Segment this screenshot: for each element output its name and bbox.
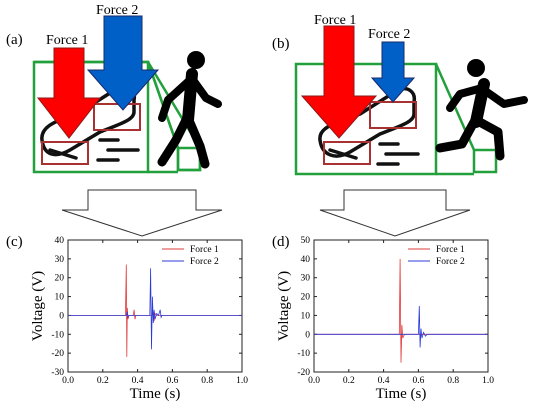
y-tick-label: 30 <box>301 274 311 284</box>
y-axis-label: Voltage (V) <box>276 271 292 341</box>
series-line-1 <box>68 264 242 357</box>
y-tick-label: 20 <box>55 274 65 284</box>
series-line-2 <box>314 305 488 348</box>
down-arrow-b <box>319 189 471 237</box>
legend-label: Force 1 <box>436 245 465 255</box>
x-tick-label: 0.2 <box>97 376 109 386</box>
down-arrow-a <box>61 189 223 237</box>
sensor-1-box <box>41 141 89 165</box>
force-2-label: Force 2 <box>96 3 138 18</box>
y-tick-label: 0 <box>59 311 64 321</box>
x-tick-label: 0.4 <box>132 376 144 386</box>
chart-c: (c) -30 -20 -10 0 10 20 30 40 0.0 0.2 0.4 0.6 0.8 1.0… <box>6 234 248 402</box>
chart-d: (d) -20 -10 0 10 20 30 40 50 0.0 0.2 0.4 0.6 0.8 1.0 T… <box>272 234 494 402</box>
panel-d-label: (d) <box>272 234 290 250</box>
series-line-2 <box>68 268 242 350</box>
x-tick-label: 1.0 <box>236 376 248 386</box>
sensor-1-box <box>323 141 371 165</box>
legend-label: Force 2 <box>436 257 465 267</box>
x-tick-label: 0.6 <box>412 376 424 386</box>
y-axis-label: Voltage (V) <box>30 271 46 341</box>
foot-highlight <box>176 146 202 172</box>
force-2-label: Force 2 <box>368 27 410 42</box>
y-tick-label: -10 <box>297 349 310 359</box>
panel-b-illustration: (b) Force 1 Force 2 <box>272 13 528 176</box>
y-tick-label: 30 <box>55 255 65 265</box>
walking-person-icon <box>157 51 222 169</box>
legend-label: Force 2 <box>190 257 219 267</box>
panel-b-label: (b) <box>272 36 290 52</box>
plot-frame <box>313 239 489 373</box>
x-tick-label: 0.2 <box>343 376 355 386</box>
force-1-arrow <box>300 25 378 139</box>
y-tick-label: -20 <box>51 349 64 359</box>
foot-highlight <box>472 148 498 174</box>
x-tick-label: 0.8 <box>201 376 213 386</box>
x-tick-label: 0.6 <box>166 376 178 386</box>
x-tick-label: 0.0 <box>62 376 74 386</box>
y-tick-label: -30 <box>51 368 64 378</box>
x-tick-label: 0.0 <box>308 376 320 386</box>
y-tick-label: 40 <box>55 236 65 246</box>
force-1-arrow <box>36 47 102 139</box>
force-2-arrow <box>370 41 416 103</box>
x-axis-label: Time (s) <box>376 386 427 402</box>
force-1-label: Force 1 <box>314 13 356 28</box>
x-tick-label: 1.0 <box>482 376 494 386</box>
sensor-2-box <box>369 101 417 129</box>
panel-a-illustration: (a) Force 1 Force 2 <box>6 3 222 174</box>
y-tick-label: -20 <box>297 368 310 378</box>
y-tick-label: -10 <box>51 330 64 340</box>
sensor-2-box <box>93 103 141 131</box>
y-tick-label: 0 <box>305 330 310 340</box>
panel-c-label: (c) <box>6 234 23 250</box>
y-tick-label: 10 <box>55 293 65 303</box>
x-tick-label: 0.4 <box>378 376 390 386</box>
running-person-icon <box>435 59 528 161</box>
plot-frame <box>67 239 243 373</box>
y-tick-label: 40 <box>301 255 311 265</box>
legend-label: Force 1 <box>190 245 219 255</box>
x-axis-label: Time (s) <box>130 386 181 402</box>
zoom-frame <box>32 60 150 174</box>
y-tick-label: 50 <box>301 236 311 246</box>
zoom-frame <box>294 62 438 176</box>
x-tick-label: 0.8 <box>447 376 459 386</box>
force-2-arrow <box>86 15 160 111</box>
y-tick-label: 10 <box>301 311 311 321</box>
panel-a-label: (a) <box>6 32 23 48</box>
y-tick-label: 20 <box>301 293 311 303</box>
force-1-label: Force 1 <box>46 33 88 48</box>
series-line-1 <box>314 258 488 363</box>
